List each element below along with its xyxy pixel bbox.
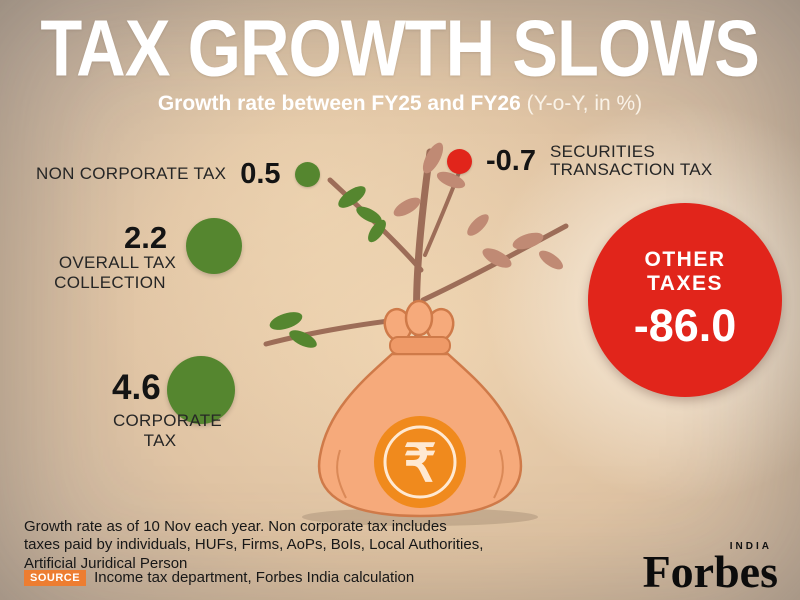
securities-label-line1: SECURITIES <box>549 142 656 161</box>
securities-bubble <box>447 148 472 174</box>
source-text: Income tax department, Forbes India calc… <box>94 569 415 586</box>
subtitle-bold: Growth rate between FY25 and FY26 <box>157 92 521 115</box>
leaf-icon <box>338 186 366 208</box>
overall-tax-value: 2.2 <box>124 220 168 255</box>
non-corporate-bubble <box>294 162 320 187</box>
footnote-line: taxes paid by individuals, HUFs, Firms, … <box>24 536 484 554</box>
stem <box>420 223 569 303</box>
leaf-icon <box>269 312 303 330</box>
rupee-symbol: ₹ <box>403 435 436 493</box>
leaf-icon <box>393 197 421 217</box>
bag-crease <box>336 449 347 499</box>
callout-securities-transaction-tax: -0.7 SECURITIES TRANSACTION TAX <box>447 142 713 180</box>
securities-label: SECURITIES TRANSACTION TAX <box>549 142 713 180</box>
rupee-coin: ₹ <box>374 416 466 508</box>
source-row: SOURCE Income tax department, Forbes Ind… <box>24 569 414 586</box>
bag-ruffle <box>383 307 413 343</box>
other-taxes-label-line1: OTHER <box>644 247 726 271</box>
stem <box>423 165 463 257</box>
leaf-icon <box>482 248 512 268</box>
non-corporate-value: 0.5 <box>240 158 281 190</box>
overall-tax-bubble <box>186 218 242 274</box>
logo-region: INDIA <box>729 541 772 553</box>
other-taxes-value: -86.0 <box>633 300 737 352</box>
bag-ruffle <box>404 299 434 337</box>
bag-ruffle <box>425 307 455 343</box>
securities-label-line2: TRANSACTION TAX <box>549 160 713 180</box>
bag-crease <box>493 449 504 499</box>
forbes-india-logo: INDIA Forbes <box>642 541 778 598</box>
overall-tax-label-line2: COLLECTION <box>54 273 166 292</box>
other-taxes-label-line2: TAXES <box>647 272 723 295</box>
other-taxes-bubble: OTHER TAXES -86.0 <box>588 203 782 397</box>
leaf-icon <box>356 206 382 224</box>
non-corporate-label: NON CORPORATE TAX <box>36 164 227 184</box>
bag-body <box>317 352 523 518</box>
leaf-icon <box>512 232 544 250</box>
leaf-icon <box>539 250 563 270</box>
stem <box>263 315 420 347</box>
leaf-icon <box>467 214 489 236</box>
stem <box>413 148 434 342</box>
money-bag <box>317 299 523 518</box>
footnote: Growth rate as of 10 Nov each year. Non … <box>24 518 569 573</box>
footnote-line: Artificial Juridical Person <box>24 554 188 572</box>
corporate-tax-bubble <box>167 356 235 424</box>
subtitle-light: (Y-o-Y, in %) <box>526 92 643 115</box>
corporate-tax-label-line2: TAX <box>143 431 177 450</box>
bag-tie <box>389 336 451 355</box>
coin-disc <box>374 416 466 508</box>
leaf-icon <box>422 142 444 174</box>
source-badge: SOURCE <box>24 569 87 586</box>
securities-value: -0.7 <box>486 144 536 177</box>
header: TAX GROWTH SLOWS Growth rate between FY2… <box>0 8 800 116</box>
stem <box>327 177 424 273</box>
leaf-icon <box>368 219 386 243</box>
corporate-tax-label-line1: CORPORATE <box>112 411 223 430</box>
corporate-tax-value: 4.6 <box>112 368 161 407</box>
logo-name: Forbes <box>642 546 778 598</box>
coin-ring <box>383 425 457 499</box>
page-title: TAX GROWTH SLOWS <box>40 3 761 93</box>
footnote-line: Growth rate as of 10 Nov each year. Non … <box>24 518 447 535</box>
overall-tax-label-line1: OVERALL TAX <box>58 253 177 272</box>
callout-non-corporate-tax: NON CORPORATE TAX 0.5 <box>36 158 320 191</box>
leaf-icon <box>289 330 317 348</box>
subtitle: Growth rate between FY25 and FY26 (Y-o-Y… <box>0 92 800 116</box>
